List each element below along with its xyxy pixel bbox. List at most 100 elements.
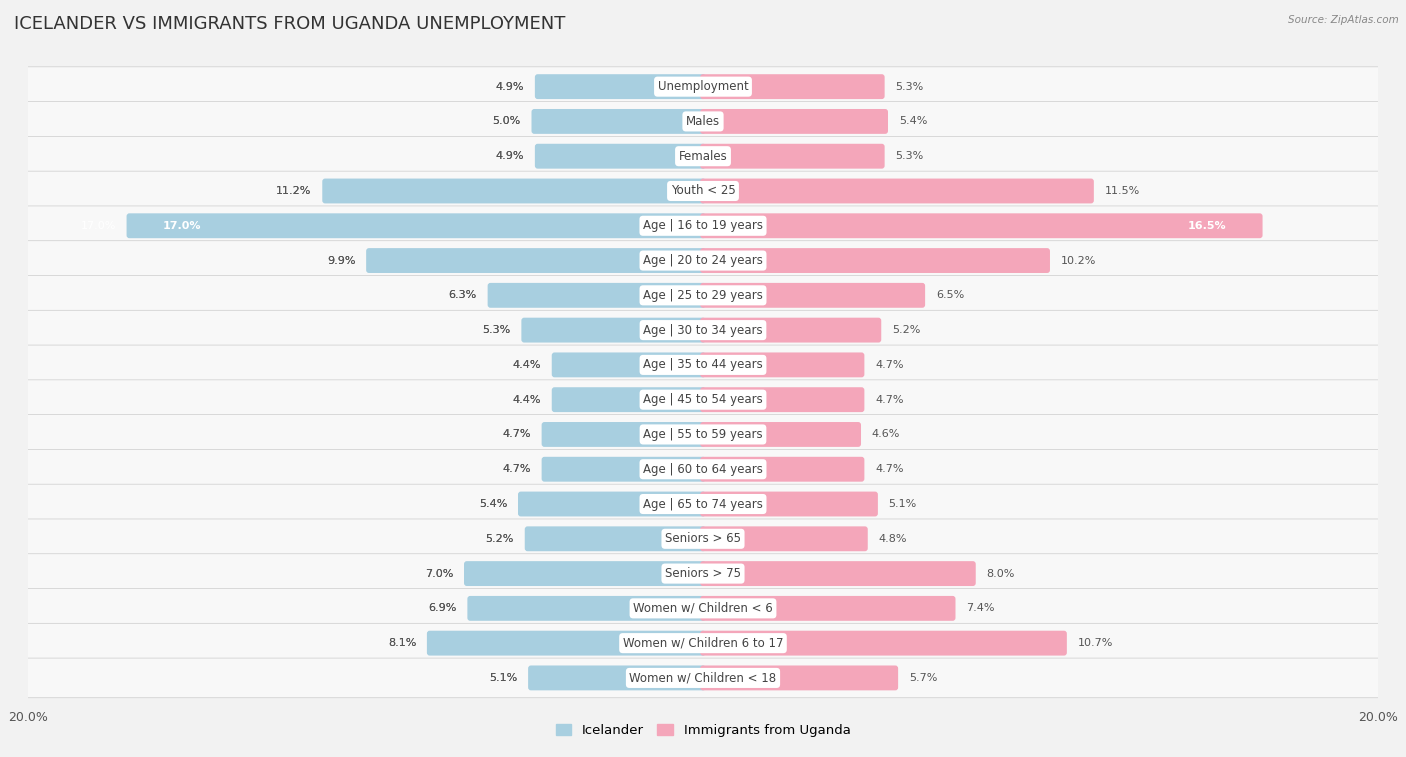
FancyBboxPatch shape — [529, 665, 706, 690]
Text: 4.6%: 4.6% — [872, 429, 900, 440]
Text: Youth < 25: Youth < 25 — [671, 185, 735, 198]
FancyBboxPatch shape — [467, 596, 706, 621]
Text: Age | 35 to 44 years: Age | 35 to 44 years — [643, 358, 763, 372]
FancyBboxPatch shape — [22, 519, 1384, 559]
Text: Age | 20 to 24 years: Age | 20 to 24 years — [643, 254, 763, 267]
Text: Age | 25 to 29 years: Age | 25 to 29 years — [643, 289, 763, 302]
Text: 17.0%: 17.0% — [163, 221, 201, 231]
Text: 4.4%: 4.4% — [513, 394, 541, 405]
Text: 5.2%: 5.2% — [891, 325, 921, 335]
FancyBboxPatch shape — [522, 318, 706, 343]
Text: 11.5%: 11.5% — [1105, 186, 1140, 196]
Text: 4.7%: 4.7% — [502, 429, 531, 440]
Text: 9.9%: 9.9% — [328, 256, 356, 266]
FancyBboxPatch shape — [700, 422, 860, 447]
FancyBboxPatch shape — [700, 213, 1263, 238]
Text: 5.3%: 5.3% — [896, 82, 924, 92]
Text: 5.0%: 5.0% — [492, 117, 520, 126]
FancyBboxPatch shape — [488, 283, 706, 308]
Text: 9.9%: 9.9% — [328, 256, 356, 266]
FancyBboxPatch shape — [464, 561, 706, 586]
Text: Seniors > 75: Seniors > 75 — [665, 567, 741, 580]
Text: 6.9%: 6.9% — [429, 603, 457, 613]
Text: 4.4%: 4.4% — [513, 360, 541, 370]
Text: Age | 65 to 74 years: Age | 65 to 74 years — [643, 497, 763, 510]
FancyBboxPatch shape — [700, 631, 1067, 656]
FancyBboxPatch shape — [700, 353, 865, 377]
FancyBboxPatch shape — [22, 206, 1384, 245]
FancyBboxPatch shape — [700, 248, 1050, 273]
Text: 5.0%: 5.0% — [492, 117, 520, 126]
Text: 4.9%: 4.9% — [496, 82, 524, 92]
FancyBboxPatch shape — [700, 318, 882, 343]
Text: 7.0%: 7.0% — [425, 569, 453, 578]
FancyBboxPatch shape — [22, 136, 1384, 176]
FancyBboxPatch shape — [700, 179, 1094, 204]
FancyBboxPatch shape — [524, 526, 706, 551]
FancyBboxPatch shape — [22, 415, 1384, 454]
Text: 4.9%: 4.9% — [496, 151, 524, 161]
Text: 8.0%: 8.0% — [987, 569, 1015, 578]
FancyBboxPatch shape — [700, 388, 865, 412]
Text: Age | 55 to 59 years: Age | 55 to 59 years — [643, 428, 763, 441]
FancyBboxPatch shape — [551, 388, 706, 412]
Text: 11.2%: 11.2% — [276, 186, 312, 196]
FancyBboxPatch shape — [700, 596, 956, 621]
FancyBboxPatch shape — [551, 353, 706, 377]
Text: 6.9%: 6.9% — [429, 603, 457, 613]
Text: 7.4%: 7.4% — [966, 603, 994, 613]
Text: 4.7%: 4.7% — [502, 464, 531, 474]
Text: 5.7%: 5.7% — [908, 673, 938, 683]
Text: 4.7%: 4.7% — [502, 429, 531, 440]
Text: 5.1%: 5.1% — [489, 673, 517, 683]
Text: Women w/ Children < 18: Women w/ Children < 18 — [630, 671, 776, 684]
Text: 4.7%: 4.7% — [875, 360, 904, 370]
Text: 10.2%: 10.2% — [1060, 256, 1097, 266]
Text: 5.2%: 5.2% — [485, 534, 515, 544]
FancyBboxPatch shape — [700, 526, 868, 551]
Text: Source: ZipAtlas.com: Source: ZipAtlas.com — [1288, 15, 1399, 25]
Text: Seniors > 65: Seniors > 65 — [665, 532, 741, 545]
FancyBboxPatch shape — [22, 484, 1384, 524]
Text: 4.4%: 4.4% — [513, 394, 541, 405]
Text: ICELANDER VS IMMIGRANTS FROM UGANDA UNEMPLOYMENT: ICELANDER VS IMMIGRANTS FROM UGANDA UNEM… — [14, 15, 565, 33]
Legend: Icelander, Immigrants from Uganda: Icelander, Immigrants from Uganda — [550, 719, 856, 743]
Text: 6.5%: 6.5% — [936, 291, 965, 301]
FancyBboxPatch shape — [22, 171, 1384, 210]
FancyBboxPatch shape — [22, 310, 1384, 350]
Text: 4.7%: 4.7% — [875, 394, 904, 405]
FancyBboxPatch shape — [700, 561, 976, 586]
FancyBboxPatch shape — [22, 658, 1384, 698]
FancyBboxPatch shape — [22, 241, 1384, 280]
FancyBboxPatch shape — [22, 450, 1384, 489]
Text: 16.5%: 16.5% — [1188, 221, 1226, 231]
Text: 5.3%: 5.3% — [482, 325, 510, 335]
FancyBboxPatch shape — [700, 144, 884, 169]
FancyBboxPatch shape — [22, 101, 1384, 142]
FancyBboxPatch shape — [531, 109, 706, 134]
FancyBboxPatch shape — [534, 74, 706, 99]
Text: 11.2%: 11.2% — [276, 186, 312, 196]
Text: 10.7%: 10.7% — [1077, 638, 1114, 648]
FancyBboxPatch shape — [700, 109, 889, 134]
Text: 8.1%: 8.1% — [388, 638, 416, 648]
FancyBboxPatch shape — [534, 144, 706, 169]
Text: 5.3%: 5.3% — [896, 151, 924, 161]
Text: 17.0%: 17.0% — [80, 221, 115, 231]
FancyBboxPatch shape — [700, 283, 925, 308]
Text: 4.4%: 4.4% — [513, 360, 541, 370]
Text: 5.4%: 5.4% — [479, 499, 508, 509]
FancyBboxPatch shape — [366, 248, 706, 273]
FancyBboxPatch shape — [541, 422, 706, 447]
Text: 8.1%: 8.1% — [388, 638, 416, 648]
FancyBboxPatch shape — [700, 74, 884, 99]
Text: Women w/ Children 6 to 17: Women w/ Children 6 to 17 — [623, 637, 783, 650]
Text: 4.8%: 4.8% — [879, 534, 907, 544]
FancyBboxPatch shape — [517, 491, 706, 516]
Text: 6.3%: 6.3% — [449, 291, 477, 301]
Text: 4.9%: 4.9% — [496, 151, 524, 161]
Text: 7.0%: 7.0% — [425, 569, 453, 578]
FancyBboxPatch shape — [127, 213, 706, 238]
Text: Unemployment: Unemployment — [658, 80, 748, 93]
Text: 5.2%: 5.2% — [485, 534, 515, 544]
